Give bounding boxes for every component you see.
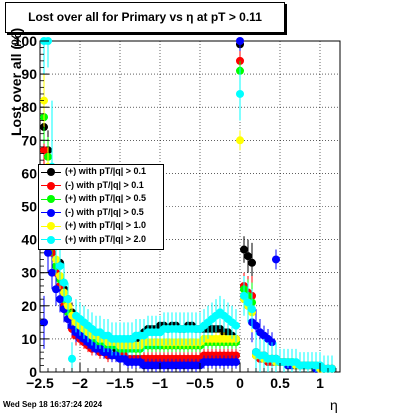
data-point bbox=[236, 89, 244, 98]
legend-label: (+) with pT/|q| > 0.5 bbox=[65, 193, 147, 203]
y-tick-label: 20 bbox=[21, 298, 37, 314]
y-tick-label: 50 bbox=[21, 199, 37, 215]
data-point bbox=[328, 364, 336, 373]
x-tick-label: 0.5 bbox=[270, 375, 290, 391]
data-point bbox=[56, 295, 64, 304]
data-point bbox=[40, 146, 48, 155]
legend-marker bbox=[47, 235, 55, 244]
data-point bbox=[240, 245, 248, 254]
y-tick-label: 10 bbox=[21, 331, 37, 347]
data-point bbox=[48, 268, 56, 277]
y-tick-label: 0 bbox=[29, 364, 37, 380]
axes: −2.5 −2 −1.5 −1 −0.5 0 0.5 10102030405060708090… bbox=[14, 33, 337, 391]
data-point bbox=[252, 321, 260, 330]
x-tick-label: −1.5 bbox=[106, 375, 134, 391]
legend-label: (+) with pT/|q| > 0.1 bbox=[65, 166, 147, 176]
data-point bbox=[232, 321, 240, 330]
legend-label: (+) with pT/|q| > 2.0 bbox=[65, 233, 147, 244]
series-layer bbox=[40, 37, 336, 373]
data-point bbox=[68, 354, 76, 363]
x-tick-label: 1 bbox=[316, 375, 324, 391]
data-point bbox=[44, 248, 52, 257]
datestamp: Wed Sep 18 16:37:24 2024 bbox=[3, 400, 103, 409]
legend-marker bbox=[47, 168, 55, 176]
data-point bbox=[248, 258, 256, 267]
legend-entry: (-) with pT/|q| > 0.1 bbox=[39, 179, 163, 193]
legend-label: (-) with pT/|q| > 0.1 bbox=[65, 179, 144, 190]
y-tick-label: 80 bbox=[21, 99, 37, 115]
legend-entry: (+) with pT/|q| > 1.0 bbox=[39, 219, 163, 233]
legend-entry: (+) with pT/|q| > 2.0 bbox=[39, 233, 163, 247]
legend-entry: (-) with pT/|q| > 0.5 bbox=[39, 206, 163, 220]
data-point bbox=[56, 262, 64, 271]
data-point bbox=[244, 298, 252, 307]
chart-title: Lost over all for Primary vs η at pT > 0… bbox=[28, 10, 262, 24]
y-tick-label: 60 bbox=[21, 165, 37, 181]
data-point bbox=[244, 252, 252, 261]
legend-label: (+) with pT/|q| > 1.0 bbox=[65, 220, 147, 230]
legend-label: (-) with pT/|q| > 0.5 bbox=[65, 206, 144, 217]
legend-marker bbox=[47, 195, 55, 203]
y-axis-label: Lost over all (%) bbox=[8, 27, 24, 136]
data-point bbox=[236, 136, 244, 145]
y-tick-label: 30 bbox=[21, 265, 37, 281]
x-tick-label: 0 bbox=[236, 375, 244, 391]
data-point bbox=[248, 305, 256, 314]
data-point bbox=[240, 291, 248, 300]
y-tick-label: 90 bbox=[21, 66, 37, 82]
y-tick-label: 70 bbox=[21, 132, 37, 148]
data-point bbox=[52, 285, 60, 294]
x-tick-label: −0.5 bbox=[186, 375, 214, 391]
x-axis-label: η bbox=[330, 397, 338, 413]
legend-entry: (+) with pT/|q| > 0.1 bbox=[39, 165, 163, 179]
x-tick-label: −1 bbox=[152, 375, 168, 391]
y-tick-label: 40 bbox=[21, 232, 37, 248]
data-point bbox=[232, 358, 240, 367]
legend-marker bbox=[47, 222, 55, 230]
y-tick-label: 100 bbox=[14, 33, 38, 49]
data-point bbox=[60, 278, 68, 287]
x-tick-label: −2 bbox=[72, 375, 88, 391]
data-point bbox=[40, 318, 48, 327]
legend-marker bbox=[47, 208, 55, 217]
x-tick-label: −2.5 bbox=[26, 375, 54, 391]
title-box: Lost over all for Primary vs η at pT > 0… bbox=[5, 2, 285, 33]
data-point bbox=[272, 255, 280, 264]
legend: (+) with pT/|q| > 0.1 (-) with pT/|q| > 0… bbox=[38, 164, 164, 250]
data-point bbox=[64, 295, 72, 304]
legend-entry: (+) with pT/|q| > 0.5 bbox=[39, 192, 163, 206]
data-point bbox=[236, 37, 244, 45]
legend-marker bbox=[47, 181, 55, 190]
